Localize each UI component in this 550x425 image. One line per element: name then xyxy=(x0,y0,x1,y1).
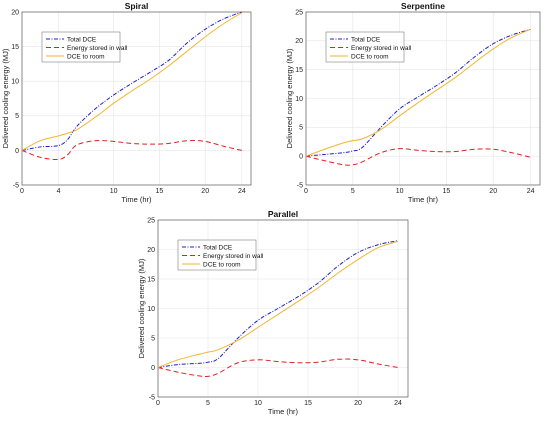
y-tick-label: -5 xyxy=(149,394,155,401)
axes-frame xyxy=(157,219,409,398)
x-tick-label: 20 xyxy=(201,188,209,195)
legend-entry: Energy stored in wall xyxy=(67,45,128,52)
x-axis-label: Time (hr) xyxy=(268,407,299,416)
x-tick-label: 24 xyxy=(527,188,535,195)
y-axis-label: Delivered cooling energy (MJ) xyxy=(137,258,146,358)
x-tick-label: 5 xyxy=(206,400,210,407)
x-tick-label: 15 xyxy=(443,188,451,195)
y-tick-label: -5 xyxy=(13,182,19,189)
series-line-1 xyxy=(157,240,399,368)
x-tick-label: 10 xyxy=(254,400,262,407)
legend-entry: DCE to room xyxy=(351,53,389,60)
x-axis-label: Time (hr) xyxy=(408,195,439,204)
axes-frame xyxy=(21,11,252,186)
x-tick-label: 20 xyxy=(489,188,497,195)
chart-title: Parallel xyxy=(268,209,298,219)
series-line-2 xyxy=(305,148,531,166)
x-tick-label: 10 xyxy=(396,188,404,195)
x-tick-label: 0 xyxy=(304,188,308,195)
y-tick-label: 10 xyxy=(11,79,19,86)
y-tick-label: 5 xyxy=(299,125,303,132)
y-tick-label: 25 xyxy=(295,9,303,16)
legend-entry: Total DCE xyxy=(351,36,381,43)
x-tick-label: 4 xyxy=(57,188,61,195)
y-tick-label: 20 xyxy=(295,38,303,45)
series-line-1 xyxy=(21,11,243,151)
x-tick-label: 15 xyxy=(156,188,164,195)
x-axis-label: Time (hr) xyxy=(121,195,152,204)
x-tick-label: 0 xyxy=(156,400,160,407)
y-tick-label: 10 xyxy=(147,306,155,313)
x-tick-label: 0 xyxy=(20,188,24,195)
y-tick-label: 20 xyxy=(11,9,19,16)
y-tick-label: 25 xyxy=(147,217,155,224)
legend-entry: Energy stored in wall xyxy=(203,253,264,260)
y-tick-label: 5 xyxy=(151,335,155,342)
y-tick-label: 10 xyxy=(295,96,303,103)
y-tick-label: 0 xyxy=(151,365,155,372)
y-tick-label: 15 xyxy=(11,44,19,51)
legend-entry: Total DCE xyxy=(203,244,233,251)
x-tick-label: 20 xyxy=(354,400,362,407)
y-tick-label: 5 xyxy=(15,113,19,120)
series-line-3 xyxy=(305,28,531,157)
y-tick-label: 15 xyxy=(295,67,303,74)
series-line-3 xyxy=(157,240,399,368)
axes-frame xyxy=(305,11,541,186)
chart-title: Spiral xyxy=(125,1,149,11)
legend-entry: Total DCE xyxy=(67,36,97,43)
y-axis-label: Delivered cooling energy (MJ) xyxy=(285,48,294,148)
legend-entry: DCE to room xyxy=(203,261,241,268)
y-tick-label: 0 xyxy=(15,148,19,155)
y-tick-label: 0 xyxy=(299,154,303,161)
y-tick-label: 20 xyxy=(147,247,155,254)
series-line-1 xyxy=(305,28,531,157)
x-tick-label: 15 xyxy=(304,400,312,407)
y-axis-label: Delivered cooling energy (MJ) xyxy=(1,48,10,148)
legend-entry: Energy stored in wall xyxy=(351,45,412,52)
y-tick-label: 15 xyxy=(147,276,155,283)
legend-entry: DCE to room xyxy=(67,53,105,60)
x-tick-label: 24 xyxy=(394,400,402,407)
y-tick-label: -5 xyxy=(297,182,303,189)
x-tick-label: 10 xyxy=(110,188,118,195)
x-tick-label: 24 xyxy=(238,188,246,195)
series-line-2 xyxy=(157,358,399,378)
series-line-3 xyxy=(21,12,243,151)
chart-title: Serpentine xyxy=(401,1,445,11)
x-tick-label: 5 xyxy=(351,188,355,195)
series-line-2 xyxy=(21,140,242,161)
